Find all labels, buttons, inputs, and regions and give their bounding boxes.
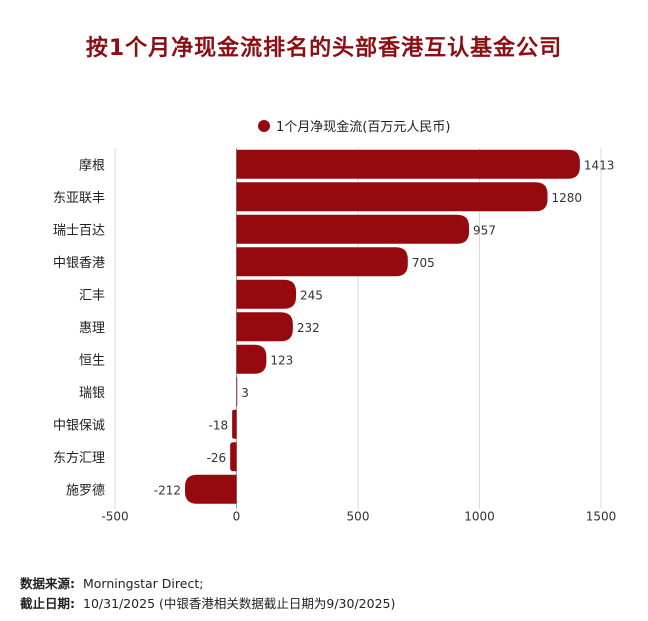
bar <box>236 279 297 309</box>
x-tick-label: 500 <box>347 510 370 524</box>
chart-title: 按1个月净现金流排名的头部香港互认基金公司 <box>85 36 563 61</box>
source-label: 数据来源: <box>20 576 75 591</box>
source-notes: 数据来源: Morningstar Direct; 截止日期: 10/31/2025… <box>20 574 395 614</box>
bar <box>236 344 267 374</box>
x-tick-label: 1500 <box>586 510 617 524</box>
bar <box>236 182 548 212</box>
date-line: 截止日期: 10/31/2025 (中银香港相关数据截止日期为9/30/2025) <box>20 594 395 614</box>
value-label: 123 <box>270 353 293 367</box>
bar <box>232 409 237 439</box>
bar <box>184 474 237 504</box>
category-label: 东亚联丰 <box>53 191 105 206</box>
value-label: -212 <box>154 483 181 497</box>
bar <box>236 149 580 179</box>
bar <box>236 247 408 277</box>
value-label: 705 <box>412 256 435 270</box>
value-label: 245 <box>300 288 323 302</box>
category-label: 摩根 <box>79 157 105 173</box>
value-label: 3 <box>241 386 249 400</box>
legend-swatch <box>258 119 270 132</box>
value-label: 232 <box>297 321 320 335</box>
x-tick-label: -500 <box>101 510 128 524</box>
category-label: 中银保诚 <box>53 418 105 433</box>
value-label: 1413 <box>584 158 615 172</box>
legend-label: 1个月净现金流(百万元人民币) <box>276 120 451 135</box>
date-label: 截止日期: <box>20 596 75 611</box>
category-label: 汇丰 <box>79 288 105 303</box>
category-label: 东方汇理 <box>53 450 105 466</box>
source-line: 数据来源: Morningstar Direct; <box>20 574 395 594</box>
bar <box>236 214 470 244</box>
source-text: Morningstar Direct; <box>83 576 204 591</box>
category-label: 瑞银 <box>79 386 105 401</box>
value-label: -26 <box>207 451 227 465</box>
category-label: 中银香港 <box>53 256 105 271</box>
value-label: 1280 <box>552 191 583 205</box>
bar-chart: -500 0 500 1000 1500 摩根 1413 东亚联丰 1280 瑞士百达 957 中银香… <box>53 148 617 524</box>
value-label: 957 <box>473 223 496 237</box>
x-tick-label: 0 <box>233 510 241 524</box>
category-label: 惠理 <box>79 321 105 336</box>
date-text: 10/31/2025 (中银香港相关数据截止日期为9/30/2025) <box>83 596 396 611</box>
bar <box>236 377 238 407</box>
category-label: 恒生 <box>79 353 105 368</box>
bar <box>230 442 237 472</box>
legend: 1个月净现金流(百万元人民币) <box>258 116 450 135</box>
x-tick-label: 1000 <box>464 510 495 524</box>
value-label: -18 <box>209 418 229 432</box>
category-label: 瑞士百达 <box>53 223 105 238</box>
bar <box>236 312 293 342</box>
category-label: 施罗德 <box>66 483 105 498</box>
